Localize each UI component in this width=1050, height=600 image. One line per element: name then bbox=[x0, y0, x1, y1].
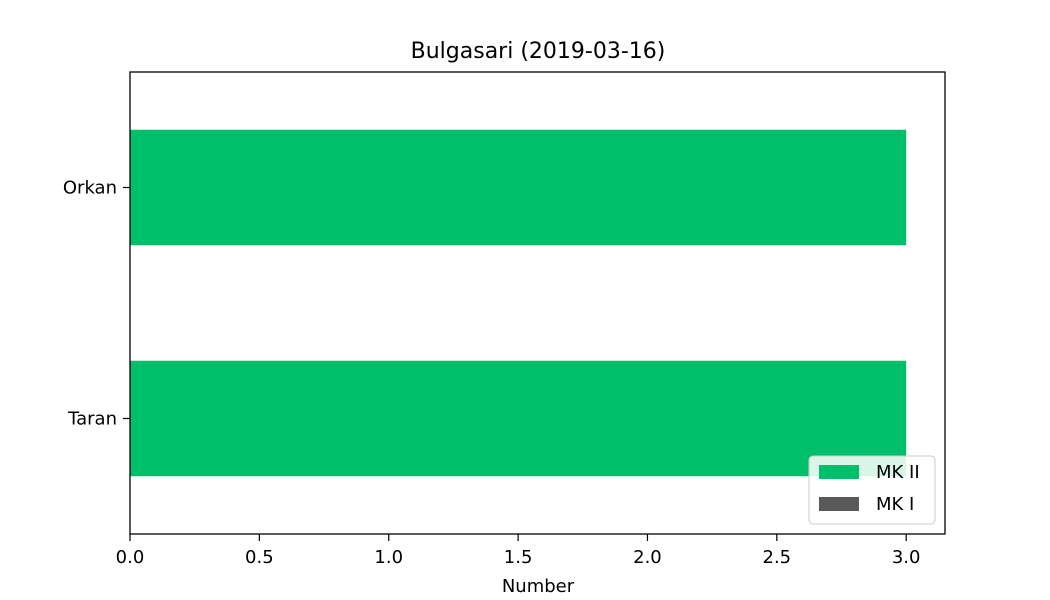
x-axis: 0.0 0.5 1.0 1.5 2.0 2.5 3.0 bbox=[116, 534, 921, 568]
legend: MK II MK I bbox=[808, 455, 936, 525]
y-axis: Taran Orkan bbox=[63, 178, 130, 430]
bar-orkan-mk-ii bbox=[130, 129, 907, 246]
x-tick-label: 2.5 bbox=[763, 547, 792, 568]
x-tick-label: 1.0 bbox=[374, 547, 403, 568]
x-tick-label: 2.0 bbox=[633, 547, 662, 568]
legend-label: MK II bbox=[876, 462, 920, 483]
x-axis-label: Number bbox=[502, 576, 575, 597]
legend-swatch-mk-ii bbox=[819, 465, 859, 479]
x-tick-label: 1.5 bbox=[504, 547, 533, 568]
x-tick-label: 3.0 bbox=[892, 547, 921, 568]
y-tick-label-orkan: Orkan bbox=[63, 178, 117, 199]
x-tick-label: 0.0 bbox=[116, 547, 145, 568]
legend-swatch-mk-i bbox=[819, 497, 859, 511]
bars-group bbox=[130, 129, 907, 477]
chart-title: Bulgasari (2019-03-16) bbox=[411, 39, 666, 64]
legend-label: MK I bbox=[876, 494, 914, 515]
x-tick-label: 0.5 bbox=[245, 547, 274, 568]
bar-taran-mk-ii bbox=[130, 360, 907, 477]
plot-frame bbox=[129, 71, 946, 535]
y-tick-label-taran: Taran bbox=[67, 409, 117, 430]
